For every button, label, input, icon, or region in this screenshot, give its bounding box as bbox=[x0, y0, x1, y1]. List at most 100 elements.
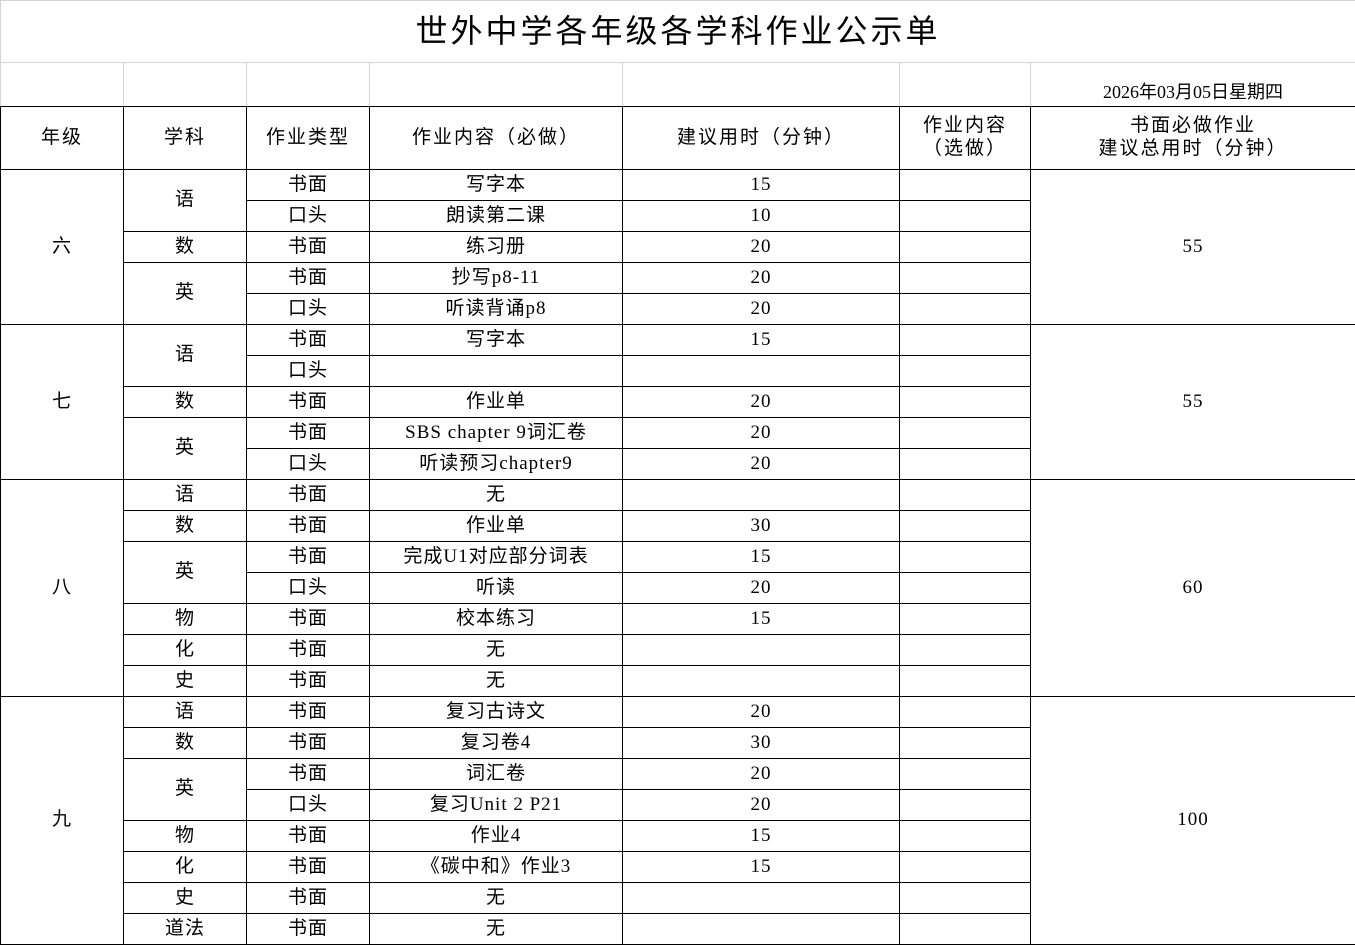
content-cell: 写字本 bbox=[370, 170, 623, 201]
minutes-cell: 20 bbox=[623, 294, 900, 325]
subject-cell: 语 bbox=[124, 697, 247, 728]
optional-cell bbox=[900, 573, 1031, 604]
subject-cell: 数 bbox=[124, 511, 247, 542]
minutes-cell: 10 bbox=[623, 201, 900, 232]
content-cell: 抄写p8-11 bbox=[370, 263, 623, 294]
type-cell: 口头 bbox=[247, 356, 370, 387]
grade-cell: 七 bbox=[1, 325, 124, 480]
optional-cell bbox=[900, 325, 1031, 356]
empty-cell bbox=[124, 63, 247, 107]
minutes-cell: 20 bbox=[623, 573, 900, 604]
content-cell: 听读预习chapter9 bbox=[370, 449, 623, 480]
minutes-cell: 30 bbox=[623, 728, 900, 759]
type-cell: 书面 bbox=[247, 480, 370, 511]
optional-cell bbox=[900, 511, 1031, 542]
minutes-cell bbox=[623, 914, 900, 945]
header-content: 作业内容（必做） bbox=[370, 107, 623, 170]
content-cell: 《碳中和》作业3 bbox=[370, 852, 623, 883]
content-cell: 无 bbox=[370, 914, 623, 945]
minutes-cell: 20 bbox=[623, 387, 900, 418]
minutes-cell: 20 bbox=[623, 263, 900, 294]
type-cell: 书面 bbox=[247, 418, 370, 449]
subject-cell: 英 bbox=[124, 418, 247, 480]
optional-cell bbox=[900, 387, 1031, 418]
minutes-cell bbox=[623, 883, 900, 914]
subject-cell: 化 bbox=[124, 635, 247, 666]
minutes-cell: 20 bbox=[623, 232, 900, 263]
header-total-line2: 建议总用时（分钟） bbox=[1031, 138, 1355, 161]
header-optional-line1: 作业内容 bbox=[900, 115, 1030, 138]
subject-cell: 英 bbox=[124, 759, 247, 821]
type-cell: 书面 bbox=[247, 387, 370, 418]
minutes-cell: 15 bbox=[623, 604, 900, 635]
minutes-cell: 15 bbox=[623, 821, 900, 852]
total-minutes-cell: 55 bbox=[1031, 325, 1355, 480]
type-cell: 书面 bbox=[247, 821, 370, 852]
content-cell: 词汇卷 bbox=[370, 759, 623, 790]
type-cell: 书面 bbox=[247, 635, 370, 666]
optional-cell bbox=[900, 790, 1031, 821]
total-minutes-cell: 60 bbox=[1031, 480, 1355, 697]
content-cell: 无 bbox=[370, 883, 623, 914]
type-cell: 书面 bbox=[247, 666, 370, 697]
optional-cell bbox=[900, 356, 1031, 387]
optional-cell bbox=[900, 852, 1031, 883]
optional-cell bbox=[900, 542, 1031, 573]
empty-cell bbox=[623, 63, 900, 107]
header-type: 作业类型 bbox=[247, 107, 370, 170]
type-cell: 书面 bbox=[247, 883, 370, 914]
optional-cell bbox=[900, 697, 1031, 728]
optional-cell bbox=[900, 294, 1031, 325]
header-subject: 学科 bbox=[124, 107, 247, 170]
optional-cell bbox=[900, 170, 1031, 201]
page-title: 世外中学各年级各学科作业公示单 bbox=[1, 1, 1355, 63]
minutes-cell bbox=[623, 635, 900, 666]
subject-cell: 化 bbox=[124, 852, 247, 883]
content-cell: 校本练习 bbox=[370, 604, 623, 635]
optional-cell bbox=[900, 263, 1031, 294]
optional-cell bbox=[900, 449, 1031, 480]
content-cell: SBS chapter 9词汇卷 bbox=[370, 418, 623, 449]
date-label: 2026年03月05日星期四 bbox=[1031, 63, 1355, 107]
header-optional: 作业内容 （选做） bbox=[900, 107, 1031, 170]
minutes-cell: 30 bbox=[623, 511, 900, 542]
type-cell: 书面 bbox=[247, 170, 370, 201]
optional-cell bbox=[900, 728, 1031, 759]
empty-cell bbox=[1, 63, 124, 107]
minutes-cell: 20 bbox=[623, 418, 900, 449]
content-cell: 复习Unit 2 P21 bbox=[370, 790, 623, 821]
header-optional-line2: （选做） bbox=[900, 138, 1030, 161]
content-cell: 作业单 bbox=[370, 511, 623, 542]
header-total: 书面必做作业 建议总用时（分钟） bbox=[1031, 107, 1355, 170]
grade-cell: 八 bbox=[1, 480, 124, 697]
content-cell: 听读背诵p8 bbox=[370, 294, 623, 325]
minutes-cell: 20 bbox=[623, 697, 900, 728]
type-cell: 书面 bbox=[247, 232, 370, 263]
subject-cell: 史 bbox=[124, 666, 247, 697]
subject-cell: 数 bbox=[124, 387, 247, 418]
minutes-cell bbox=[623, 480, 900, 511]
type-cell: 书面 bbox=[247, 728, 370, 759]
type-cell: 口头 bbox=[247, 790, 370, 821]
minutes-cell bbox=[623, 356, 900, 387]
content-cell bbox=[370, 356, 623, 387]
total-minutes-cell: 55 bbox=[1031, 170, 1355, 325]
header-grade: 年级 bbox=[1, 107, 124, 170]
content-cell: 练习册 bbox=[370, 232, 623, 263]
content-cell: 无 bbox=[370, 480, 623, 511]
grade-cell: 六 bbox=[1, 170, 124, 325]
optional-cell bbox=[900, 604, 1031, 635]
optional-cell bbox=[900, 821, 1031, 852]
type-cell: 口头 bbox=[247, 449, 370, 480]
type-cell: 书面 bbox=[247, 325, 370, 356]
minutes-cell: 15 bbox=[623, 542, 900, 573]
content-cell: 复习古诗文 bbox=[370, 697, 623, 728]
type-cell: 口头 bbox=[247, 201, 370, 232]
optional-cell bbox=[900, 759, 1031, 790]
optional-cell bbox=[900, 914, 1031, 945]
empty-cell bbox=[370, 63, 623, 107]
